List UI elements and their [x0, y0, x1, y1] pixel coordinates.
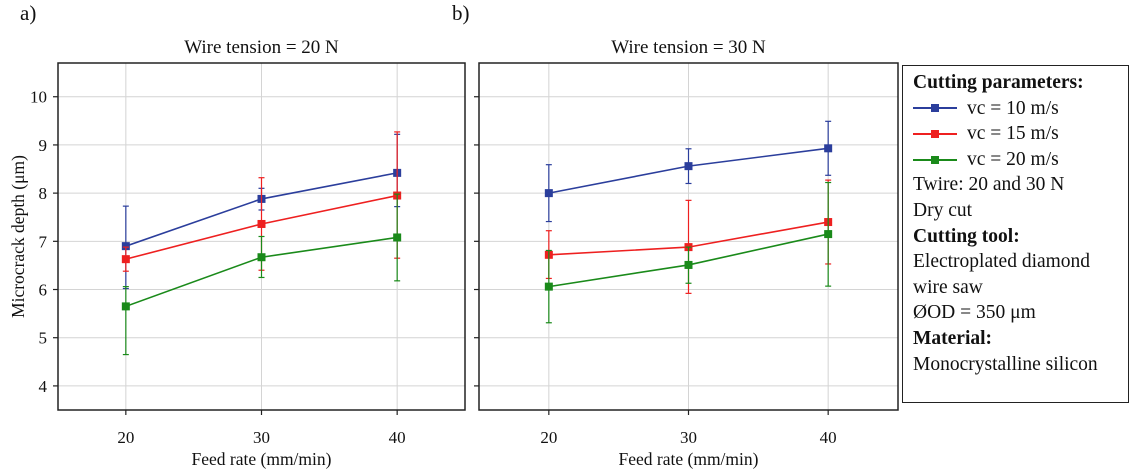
y-tick-label: 6: [39, 281, 48, 300]
y-tick-label: 5: [39, 329, 48, 348]
x-tick-label: 40: [820, 428, 837, 447]
legend-items: vc = 10 m/s vc = 15 m/s vc = 20 m/s: [913, 96, 1128, 173]
legend-swatch: [913, 101, 957, 115]
x-tick-label: 30: [680, 428, 697, 447]
data-point: [544, 282, 553, 291]
legend-tool-line-1: Electroplated diamond: [913, 251, 1091, 273]
data-point: [684, 162, 693, 171]
legend-item-label: vc = 15 m/s: [967, 123, 1059, 145]
legend-heading-material: Material:: [913, 327, 993, 349]
data-point: [121, 242, 130, 251]
x-tick-label: 30: [253, 428, 270, 447]
chart-title: Wire tension = 20 N: [184, 37, 339, 58]
legend-diameter-line: ØOD = 350 μm: [913, 302, 1036, 324]
data-point: [257, 219, 266, 228]
data-point: [257, 253, 266, 262]
y-tick-label: 4: [39, 377, 48, 396]
y-tick-label: 9: [39, 136, 48, 155]
series-vc20: [121, 193, 402, 356]
legend-swatch-marker: [931, 104, 939, 113]
legend-heading-cutting-parameters: Cutting parameters:: [913, 72, 1084, 93]
y-tick-label: 7: [39, 232, 48, 251]
panel-b: b) Wire tension = 30 N 20 30 40 Feed rate (mm…: [452, 1, 899, 469]
series-vc20: [544, 181, 833, 324]
x-tick-label: 40: [389, 428, 406, 447]
legend-item-label: vc = 10 m/s: [967, 97, 1059, 119]
legend-swatch: [913, 127, 957, 141]
x-tick-label: 20: [540, 428, 557, 447]
data-point: [393, 233, 402, 242]
panel-label: b): [452, 1, 470, 25]
legend-heading-cutting-tool: Cutting tool:: [913, 225, 1020, 247]
data-point: [824, 230, 833, 239]
legend-item-vc20: vc = 20 m/s: [913, 147, 1128, 173]
data-point: [121, 255, 130, 264]
x-tick-label: 20: [117, 428, 134, 447]
y-tick-label: 10: [30, 88, 47, 107]
data-point: [121, 302, 130, 311]
legend-box: Cutting parameters: vc = 10 m/s vc = 15 m…: [902, 65, 1129, 403]
series-vc10: [544, 120, 833, 223]
legend-swatch: [913, 153, 957, 167]
legend-swatch-marker: [931, 155, 939, 164]
y-axis-label: Microcrack depth (μm): [8, 155, 28, 318]
legend-material-line: Monocrystalline silicon: [913, 353, 1098, 375]
x-axis-label: Feed rate (mm/min): [619, 449, 759, 469]
data-point: [824, 144, 833, 153]
legend-twire-line: Twire: 20 and 30 N: [913, 174, 1065, 196]
data-point: [544, 189, 553, 198]
legend-swatch-marker: [931, 129, 939, 138]
legend-item-vc15: vc = 15 m/s: [913, 121, 1128, 147]
legend-tool-line-2: wire saw: [913, 276, 983, 298]
legend-item-vc10: vc = 10 m/s: [913, 96, 1128, 122]
y-tick-label: 8: [39, 184, 48, 203]
data-point: [684, 260, 693, 269]
x-axis-label: Feed rate (mm/min): [192, 449, 332, 469]
legend-dry-cut: Dry cut: [913, 199, 973, 221]
legend-item-label: vc = 20 m/s: [967, 148, 1059, 170]
panel-label: a): [20, 1, 36, 25]
panel-a: a) Wire tension = 20 N 4 5 6 7 8 9 10 20 30 40 Feed …: [8, 1, 466, 469]
chart-title: Wire tension = 30 N: [611, 37, 766, 58]
